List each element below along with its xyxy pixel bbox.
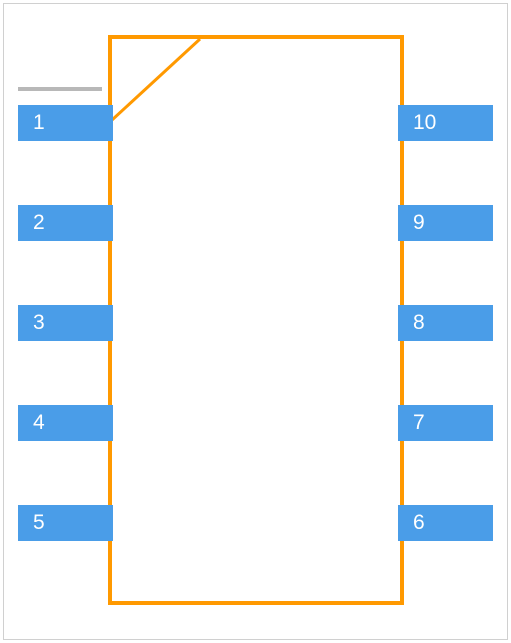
pin-label: 7	[413, 411, 425, 435]
chip-body	[108, 35, 404, 605]
pin-label: 3	[33, 311, 45, 335]
pin-10: 10	[398, 105, 493, 141]
pin-label: 6	[413, 511, 425, 535]
pin-label: 2	[33, 211, 45, 235]
pin-8: 8	[398, 305, 493, 341]
pin-6: 6	[398, 505, 493, 541]
pin-label: 1	[33, 111, 45, 135]
pin-label: 5	[33, 511, 45, 535]
pin-7: 7	[398, 405, 493, 441]
pin-5: 5	[18, 505, 113, 541]
pin-4: 4	[18, 405, 113, 441]
pin-label: 10	[413, 111, 436, 135]
pin-9: 9	[398, 205, 493, 241]
pin-1: 1	[18, 105, 113, 141]
pin-2: 2	[18, 205, 113, 241]
pin-label: 9	[413, 211, 425, 235]
pin-3: 3	[18, 305, 113, 341]
diagram-container: 1 2 3 4 5 10 9 8 7 6	[0, 0, 511, 643]
pin-label: 8	[413, 311, 425, 335]
pin-label: 4	[33, 411, 45, 435]
pin1-marker-line	[18, 87, 102, 91]
